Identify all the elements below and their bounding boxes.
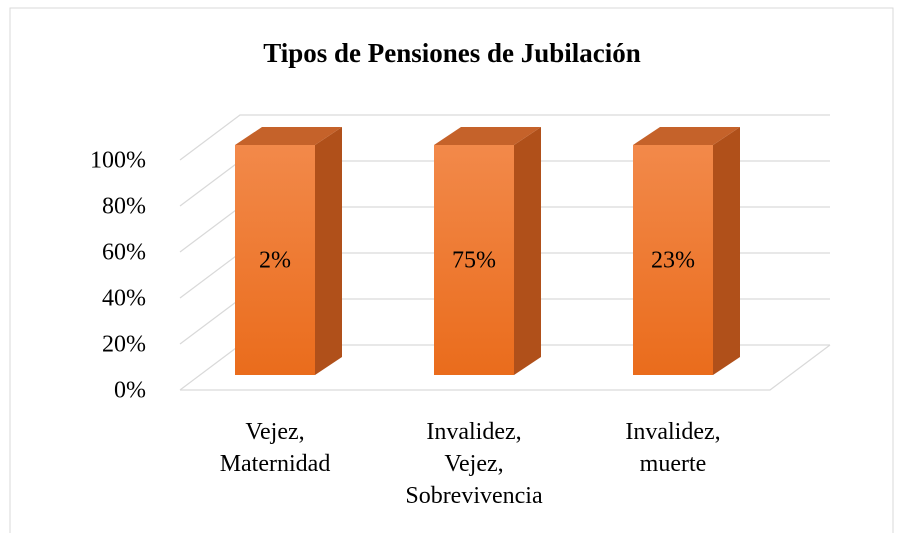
bar-top	[633, 127, 740, 145]
bar	[633, 127, 740, 375]
bar-front	[235, 145, 315, 375]
data-label: 2%	[259, 248, 291, 274]
x-tick-label: Invalidez, Vejez, Sobrevivencia	[405, 419, 543, 509]
chart-title: Tipos de Pensiones de Jubilación	[263, 38, 641, 68]
data-label: 23%	[651, 248, 695, 274]
frame	[9, 7, 894, 533]
grid-line	[179, 114, 830, 161]
bar	[235, 127, 342, 375]
bar-side	[315, 127, 342, 375]
y-tick-label: 20%	[102, 332, 146, 358]
bar-top	[235, 127, 342, 145]
y-tick-label: 40%	[102, 286, 146, 312]
bar-front	[633, 145, 713, 375]
data-label: 75%	[452, 248, 496, 274]
bar-side	[514, 127, 541, 375]
bar-top	[434, 127, 541, 145]
y-tick-label: 80%	[102, 194, 146, 220]
y-tick-label: 60%	[102, 240, 146, 266]
x-tick-label: Invalidez, muerte	[625, 419, 720, 477]
y-tick-label: 0%	[114, 378, 146, 404]
bar-front	[434, 145, 514, 375]
bar-side	[713, 127, 740, 375]
bar	[434, 127, 541, 375]
x-tick-label: Vejez, Maternidad	[220, 419, 331, 477]
floor	[180, 344, 831, 391]
y-tick-label: 100%	[90, 148, 146, 174]
